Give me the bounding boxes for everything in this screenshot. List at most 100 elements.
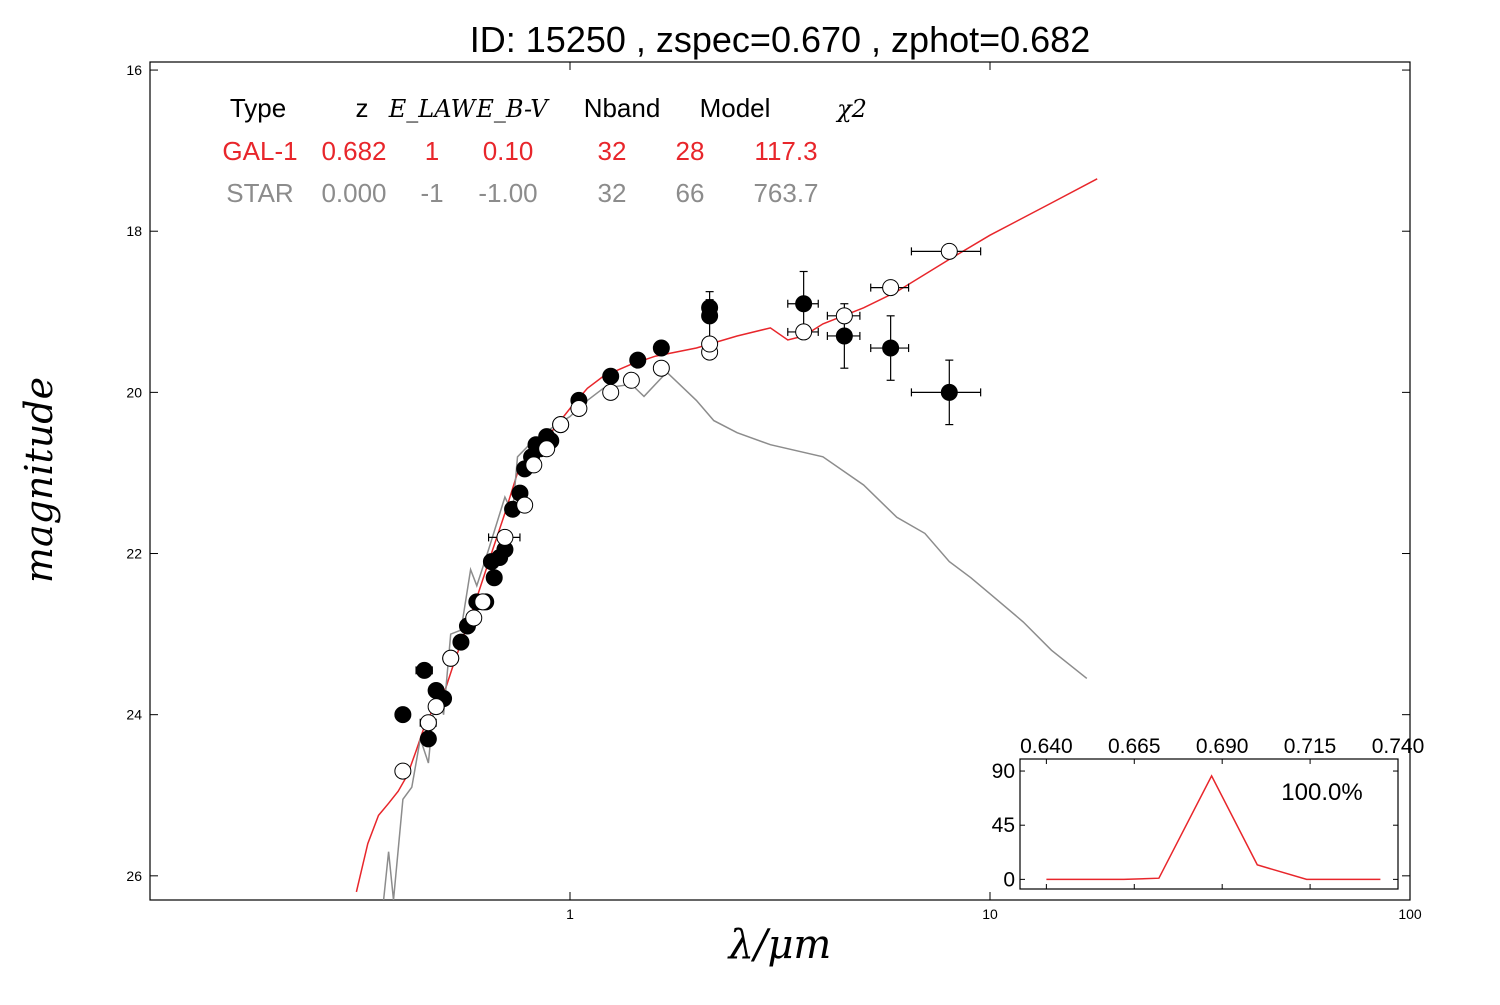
plot-frame xyxy=(149,61,1411,901)
sed-line-gal-1 xyxy=(355,178,1098,893)
y-tick-label: 18 xyxy=(126,223,142,239)
fit-table: Type z E_LAW E_B-V Nband Model χ2 GAL-1 0.682 1 0.… xyxy=(222,93,866,208)
model-marker xyxy=(795,323,813,341)
model-marker xyxy=(552,416,570,434)
observed-point xyxy=(452,633,470,651)
observed-point xyxy=(629,351,647,369)
x-tick-label: 1 xyxy=(566,906,574,922)
observed-point xyxy=(394,706,412,724)
observed-marker xyxy=(701,299,719,317)
inset-axis-ticks: 0.640 0.665 0.690 0.715 0.740 0 45 90 xyxy=(992,735,1425,891)
table-header-chi2: χ2 xyxy=(835,95,867,123)
y-tick-label: 16 xyxy=(126,62,142,78)
table-header-model: Model xyxy=(700,93,771,123)
table-cell-star-chi2: 763.7 xyxy=(753,178,818,208)
table-cell-galaxy-e-law: 1 xyxy=(425,136,439,166)
inset-x-tick-label: 0.640 xyxy=(1020,735,1073,758)
model-marker xyxy=(394,762,412,780)
observed-point xyxy=(652,339,670,357)
inset-y-tick-label: 0 xyxy=(1003,868,1015,891)
observed-marker xyxy=(485,569,503,587)
inset-x-tick-label: 0.690 xyxy=(1196,735,1249,758)
model-marker xyxy=(882,279,900,297)
inset-x-tick-label: 0.665 xyxy=(1108,735,1161,758)
model-marker xyxy=(835,307,853,325)
model-marker xyxy=(465,609,483,627)
observed-point xyxy=(870,315,910,381)
redshift-pdf-inset: 0.640 0.665 0.690 0.715 0.740 0 45 90 100.0% xyxy=(992,735,1425,891)
chart-title: ID: 15250 , zspec=0.670 , zphot=0.682 xyxy=(470,19,1090,60)
table-cell-star-nband: 32 xyxy=(598,178,627,208)
observed-point xyxy=(419,730,437,748)
observed-marker xyxy=(419,730,437,748)
observed-marker xyxy=(835,327,853,345)
model-point xyxy=(442,649,460,667)
pdf-line xyxy=(1046,774,1381,881)
inset-x-tick-label: 0.715 xyxy=(1284,735,1337,758)
observed-marker xyxy=(652,339,670,357)
model-marker xyxy=(622,371,640,389)
x-tick-label: 10 xyxy=(982,906,998,922)
table-cell-galaxy-z: 0.682 xyxy=(321,136,386,166)
observed-marker xyxy=(882,339,900,357)
observed-marker xyxy=(452,633,470,651)
observed-point xyxy=(602,367,620,385)
pdf-curve xyxy=(1046,774,1381,881)
table-cell-galaxy-chi2: 117.3 xyxy=(754,136,817,166)
table-cell-galaxy-nband: 32 xyxy=(598,136,627,166)
pdf-percent-label: 100.0% xyxy=(1281,779,1362,806)
model-point xyxy=(487,528,521,546)
model-point xyxy=(701,335,719,353)
y-tick-label: 22 xyxy=(126,546,142,562)
model-point xyxy=(427,698,445,716)
model-marker xyxy=(419,714,437,732)
model-marker xyxy=(427,698,445,716)
table-cell-star-e-law: -1 xyxy=(420,178,443,208)
observed-point xyxy=(485,569,503,587)
inset-y-tick-label: 45 xyxy=(992,814,1015,837)
y-tick-label: 20 xyxy=(126,384,142,400)
table-cell-star-e-bv: -1.00 xyxy=(478,178,537,208)
observed-point xyxy=(701,299,719,317)
table-cell-galaxy-model: 28 xyxy=(676,136,705,166)
table-cell-star-z: 0.000 xyxy=(321,178,386,208)
model-point xyxy=(419,714,437,732)
model-marker xyxy=(516,496,534,514)
model-point xyxy=(474,593,492,611)
observed-point xyxy=(496,540,514,558)
model-point xyxy=(570,399,588,417)
model-marker xyxy=(570,399,588,417)
observed-point xyxy=(910,359,982,426)
observed-marker xyxy=(415,661,433,679)
model-point xyxy=(870,279,910,297)
observed-marker xyxy=(602,367,620,385)
table-header-e-law: E_LAW xyxy=(388,95,478,123)
model-marker xyxy=(701,335,719,353)
table-cell-galaxy-type: GAL-1 xyxy=(222,136,297,166)
inset-x-tick-label: 0.740 xyxy=(1372,735,1425,758)
model-point xyxy=(652,359,670,377)
y-axis-label: magnitude xyxy=(17,377,61,583)
observed-marker xyxy=(394,706,412,724)
table-header-nband: Nband xyxy=(584,93,661,123)
model-point xyxy=(826,307,861,325)
model-marker xyxy=(940,242,958,260)
model-point xyxy=(538,440,556,458)
model-point xyxy=(516,496,534,514)
model-point xyxy=(525,456,543,474)
inset-y-tick-label: 90 xyxy=(992,760,1015,783)
model-point xyxy=(465,609,483,627)
model-marker xyxy=(442,649,460,667)
x-axis-label: λ/μm xyxy=(727,922,832,968)
observed-marker xyxy=(940,383,958,401)
model-point xyxy=(622,371,640,389)
table-header-e-bv: E_B-V xyxy=(475,95,550,123)
model-marker xyxy=(474,593,492,611)
model-marker xyxy=(538,440,556,458)
table-cell-galaxy-e-bv: 0.10 xyxy=(483,136,534,166)
model-marker xyxy=(652,359,670,377)
